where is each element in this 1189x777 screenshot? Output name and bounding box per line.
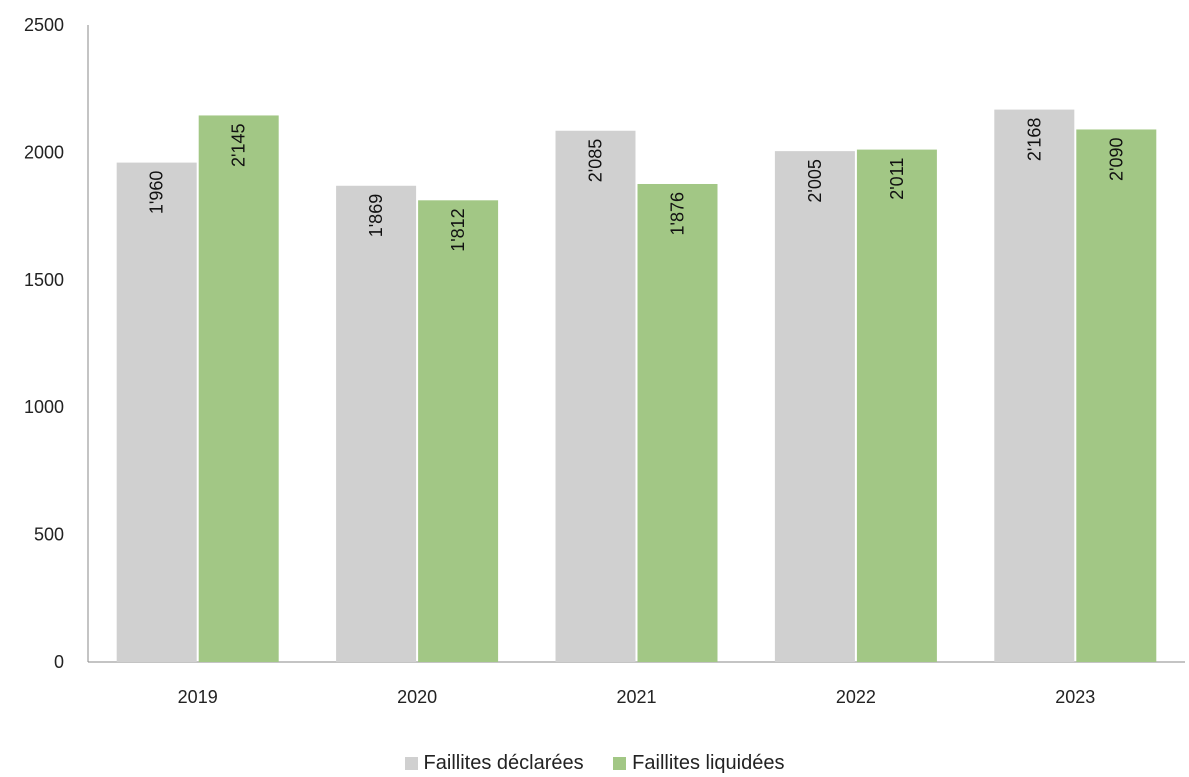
x-tick-label: 2021 [616, 687, 656, 707]
data-label: 1'876 [668, 192, 688, 235]
bar-declarees [555, 130, 636, 662]
data-label: 2'090 [1106, 137, 1126, 180]
data-label: 1'869 [366, 194, 386, 237]
x-tick-label: 2022 [836, 687, 876, 707]
bar-liquidees [856, 149, 937, 663]
legend-label-liquidees: Faillites liquidées [632, 752, 785, 775]
data-label: 2'011 [887, 158, 907, 200]
data-label: 1'812 [448, 208, 468, 251]
bar-declarees [336, 185, 417, 662]
x-tick-label: 2023 [1055, 687, 1095, 707]
y-tick-label: 2500 [24, 15, 64, 35]
bar-declarees [774, 151, 855, 662]
data-label: 2'168 [1024, 118, 1044, 161]
data-label: 2'005 [805, 159, 825, 202]
legend-swatch-liquidees [613, 757, 627, 771]
bar-declarees [994, 109, 1075, 662]
bar-liquidees [418, 200, 499, 662]
data-label: 2'145 [229, 123, 249, 166]
legend: Faillites déclarées Faillites liquidées [0, 752, 1189, 775]
x-tick-label: 2019 [178, 687, 218, 707]
bar-chart-svg: 0 500 1000 1500 2000 2500 1'960 2'145 2019 1'869 1… [24, 15, 1185, 707]
legend-label-declarees: Faillites déclarées [423, 752, 584, 775]
legend-swatch-declarees [404, 757, 418, 771]
y-tick-label: 500 [34, 525, 64, 545]
bar-liquidees [198, 115, 279, 663]
bar-liquidees [637, 183, 718, 663]
y-tick-label: 0 [54, 652, 64, 672]
data-label: 1'960 [147, 171, 167, 214]
bar-liquidees [1076, 129, 1157, 662]
y-tick-label: 1500 [24, 270, 64, 290]
legend-item-liquidees: Faillites liquidées [613, 752, 784, 775]
x-tick-label: 2020 [397, 687, 437, 707]
data-label: 2'085 [586, 139, 606, 182]
legend-item-declarees: Faillites déclarées [404, 752, 584, 775]
y-tick-label: 1000 [24, 397, 64, 417]
bar-declarees [116, 162, 197, 663]
y-tick-label: 2000 [24, 142, 64, 162]
